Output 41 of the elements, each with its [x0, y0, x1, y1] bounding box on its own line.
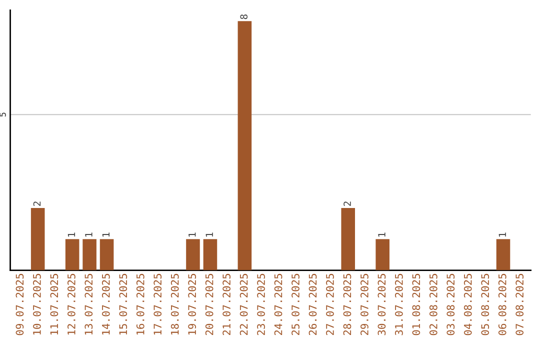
x-tick-label: 31.07.2025 — [394, 274, 403, 336]
data-label: 1 — [85, 232, 92, 237]
data-label: 1 — [102, 232, 110, 237]
x-tick-label: 14.07.2025 — [102, 274, 110, 335]
data-label: 1 — [68, 232, 76, 237]
x-tick-label: 25.07.2025 — [292, 274, 300, 336]
x-tick-label: 01.08.2025 — [412, 274, 420, 336]
x-tick-label: 02.08.2025 — [429, 274, 438, 336]
data-label: 1 — [498, 232, 506, 237]
x-tick-label: 06.08.2025 — [498, 274, 506, 336]
x-tick-label: 19.07.2025 — [188, 274, 196, 335]
data-label: 2 — [344, 202, 351, 206]
data-label: 1 — [206, 232, 213, 237]
x-tick-label: 20.07.2025 — [205, 274, 214, 336]
x-tick-label: 15.07.2025 — [119, 274, 128, 335]
x-tick-label: 28.07.2025 — [343, 274, 352, 336]
x-tick-label: 12.07.2025 — [67, 274, 76, 335]
data-label: 2 — [33, 202, 41, 206]
x-tick-label: 13.07.2025 — [84, 274, 93, 335]
x-tick-label: 21.07.2025 — [222, 274, 230, 336]
x-tick-label: 29.07.2025 — [360, 274, 368, 336]
data-label: 1 — [188, 232, 196, 237]
x-tick-label: 23.07.2025 — [257, 274, 265, 336]
x-tick-label: 10.07.2025 — [33, 274, 41, 335]
x-tick-label: 05.08.2025 — [481, 274, 490, 336]
x-tick-label: 17.07.2025 — [154, 274, 162, 335]
x-tick-label: 07.08.2025 — [516, 274, 524, 336]
x-tick-label: 26.07.2025 — [308, 274, 317, 336]
data-label: 1 — [378, 232, 386, 237]
x-tick-label: 16.07.2025 — [136, 274, 144, 335]
x-tick-label: 24.07.2025 — [274, 274, 282, 336]
x-tick-label: 22.07.2025 — [240, 274, 248, 336]
x-tick-label: 09.07.2025 — [16, 274, 24, 336]
x-tick-label: 04.08.2025 — [464, 274, 472, 336]
x-tick-label: 18.07.2025 — [170, 274, 179, 335]
data-label: 8 — [240, 14, 248, 20]
y-tick-label: 5 — [0, 112, 6, 116]
x-tick-label: 03.08.2025 — [446, 274, 455, 336]
x-tick-label: 30.07.2025 — [378, 274, 386, 336]
x-tick-label: 11.07.2025 — [50, 274, 58, 335]
x-tick-label: 27.07.2025 — [326, 274, 334, 336]
